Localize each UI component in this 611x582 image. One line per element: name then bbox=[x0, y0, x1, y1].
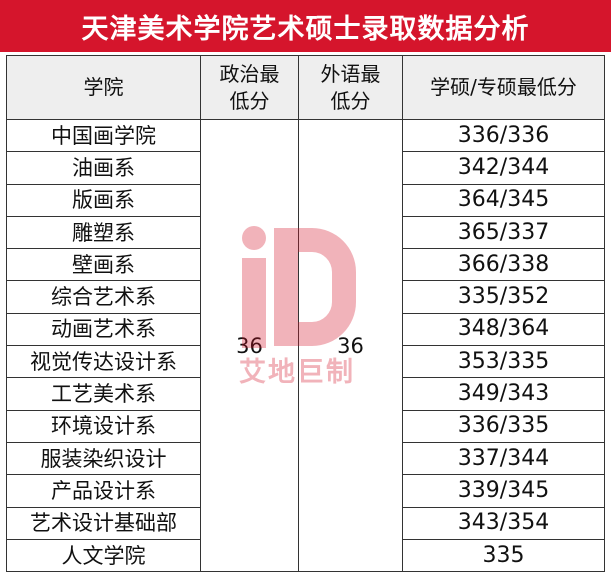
college-cell: 工艺美术系 bbox=[6, 377, 201, 411]
college-cell: 动画艺术系 bbox=[6, 312, 201, 347]
politics-min-cell: 36 bbox=[200, 118, 299, 573]
college-cell: 雕塑系 bbox=[6, 215, 201, 250]
score-cell: 339/345 bbox=[402, 474, 605, 508]
header-college: 学院 bbox=[6, 55, 201, 120]
score-cell: 349/343 bbox=[402, 377, 605, 411]
page-title: 天津美术学院艺术硕士录取数据分析 bbox=[0, 0, 611, 52]
table-row: 人文学院 335 bbox=[6, 538, 605, 573]
table-row: 中国画学院 36 36 336/336 bbox=[6, 118, 605, 573]
college-cell: 人文学院 bbox=[6, 538, 201, 573]
admission-table: 学院 政治最 低分 外语最 低分 学硕/专硕最低分 中国画学院 36 36 336/3… bbox=[6, 55, 605, 573]
table-row: 工艺美术系 349/343 bbox=[6, 377, 605, 411]
header-score-min: 学硕/专硕最低分 bbox=[402, 55, 605, 120]
header-politics-min: 政治最 低分 bbox=[200, 55, 299, 120]
table-row: 艺术设计基础部 343/354 bbox=[6, 506, 605, 540]
college-cell: 环境设计系 bbox=[6, 409, 201, 443]
college-cell: 艺术设计基础部 bbox=[6, 506, 201, 540]
table-row: 产品设计系 339/345 bbox=[6, 474, 605, 508]
college-cell: 产品设计系 bbox=[6, 474, 201, 508]
score-cell: 337/344 bbox=[402, 441, 605, 476]
score-cell: 364/345 bbox=[402, 183, 605, 217]
table-row: 油画系 342/344 bbox=[6, 151, 605, 185]
table-row: 环境设计系 336/335 bbox=[6, 409, 605, 443]
score-cell: 365/337 bbox=[402, 215, 605, 250]
score-cell: 336/335 bbox=[402, 409, 605, 443]
foreign-min-cell: 36 bbox=[298, 118, 403, 573]
table-row: 视觉传达设计系 353/335 bbox=[6, 345, 605, 379]
college-cell: 视觉传达设计系 bbox=[6, 345, 201, 379]
college-cell: 中国画学院 bbox=[6, 118, 201, 153]
table-row: 综合艺术系 335/352 bbox=[6, 280, 605, 314]
college-cell: 壁画系 bbox=[6, 248, 201, 282]
header-foreign-min: 外语最 低分 bbox=[298, 55, 403, 120]
college-cell: 油画系 bbox=[6, 151, 201, 185]
score-cell: 348/364 bbox=[402, 312, 605, 347]
score-cell: 342/344 bbox=[402, 151, 605, 185]
table-header-row: 学院 政治最 低分 外语最 低分 学硕/专硕最低分 bbox=[6, 55, 605, 120]
score-cell: 335 bbox=[402, 538, 605, 573]
college-cell: 版画系 bbox=[6, 183, 201, 217]
score-cell: 343/354 bbox=[402, 506, 605, 540]
table-row: 动画艺术系 348/364 bbox=[6, 312, 605, 347]
score-cell: 353/335 bbox=[402, 345, 605, 379]
score-cell: 336/336 bbox=[402, 118, 605, 153]
table-row: 服装染织设计 337/344 bbox=[6, 441, 605, 476]
college-cell: 综合艺术系 bbox=[6, 280, 201, 314]
score-cell: 335/352 bbox=[402, 280, 605, 314]
score-cell: 366/338 bbox=[402, 248, 605, 282]
college-cell: 服装染织设计 bbox=[6, 441, 201, 476]
